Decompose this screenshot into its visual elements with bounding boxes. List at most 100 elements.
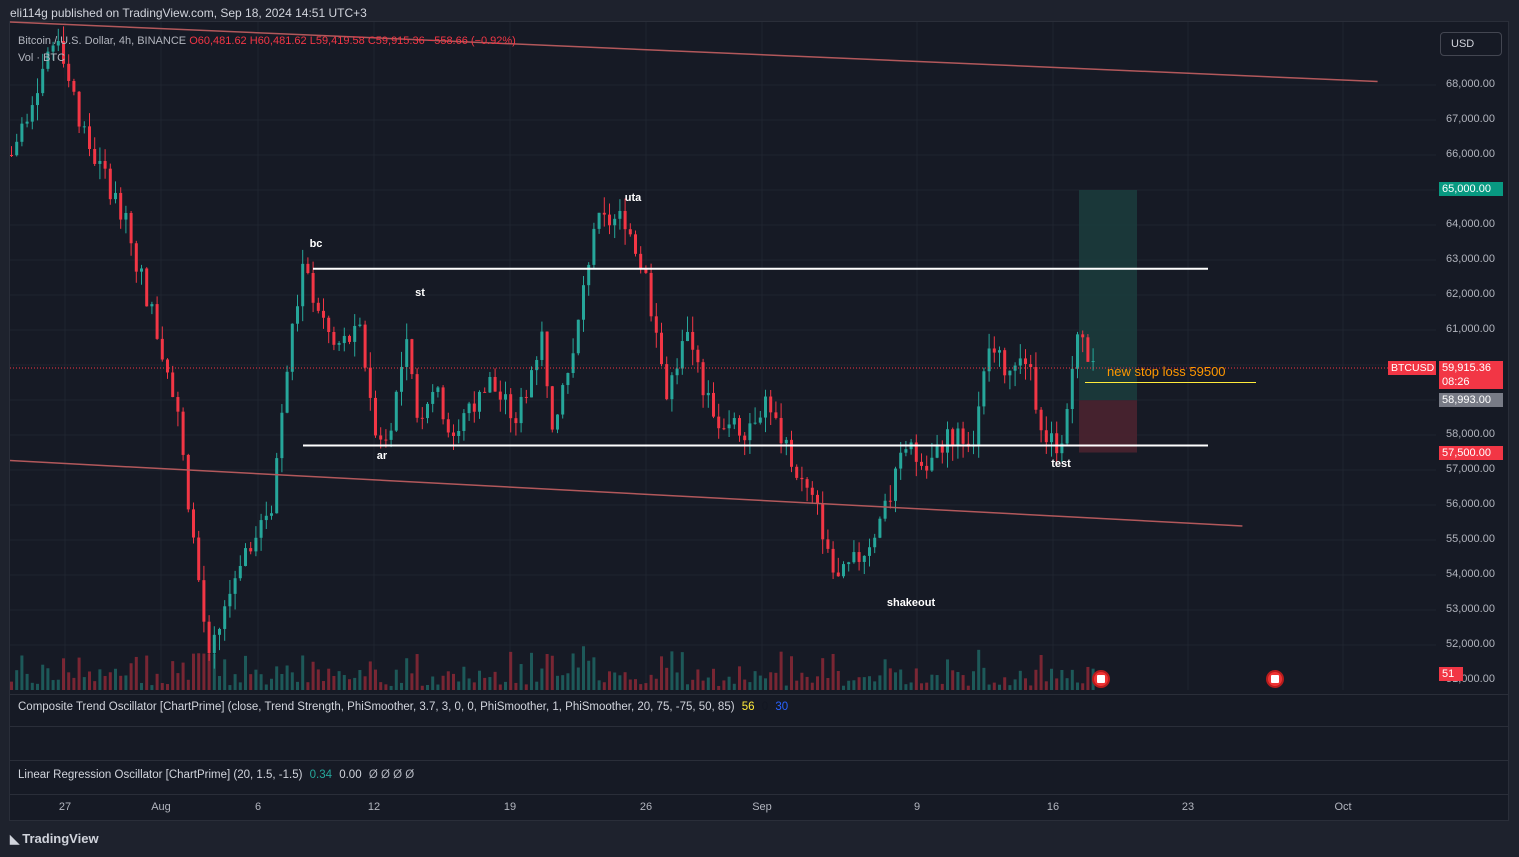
candle-body [592, 228, 596, 265]
price-axis-label: 55,000.00 [1446, 533, 1495, 545]
candle-body [493, 376, 497, 392]
publish-info: eli114g published on TradingView.com, Se… [10, 6, 367, 20]
volume-bar [290, 672, 294, 690]
volume-bar [223, 659, 227, 690]
candle-body [467, 403, 471, 414]
candle-body [316, 302, 320, 311]
linreg-value-1: 0.34 [309, 769, 333, 781]
volume-bar [909, 682, 913, 690]
candle-body [764, 396, 767, 418]
volume-bar [108, 672, 112, 690]
annotation-st[interactable]: st [415, 287, 425, 299]
candle-body [810, 487, 814, 495]
volume-bar [202, 653, 206, 690]
candle-body [550, 386, 554, 430]
candle-body [1044, 430, 1048, 443]
legend-high: H60,481.62 [249, 35, 307, 47]
legend-close: C59,915.36 [367, 35, 425, 47]
countdown-tag: 08:26 [1439, 375, 1503, 389]
candle-body [706, 392, 710, 396]
us-flag-event-icon[interactable] [1266, 670, 1284, 688]
candle-body [10, 155, 13, 156]
annotation-uta[interactable]: uta [624, 192, 642, 204]
volume-bar [618, 675, 622, 690]
candle-body [868, 547, 871, 556]
volume-bar [155, 673, 159, 690]
candle-body [394, 391, 398, 431]
volume-bar [259, 674, 263, 690]
us-flag-event-icon[interactable] [1092, 670, 1110, 688]
annotation-shakeout[interactable]: shakeout [886, 597, 936, 609]
candle-body [1008, 370, 1012, 376]
candle-body [25, 121, 29, 124]
candle-body [982, 371, 986, 407]
candle-body [1029, 364, 1033, 368]
candle-body [452, 432, 455, 436]
candle-body [665, 364, 669, 400]
volume-bar [587, 660, 591, 690]
volume-bar [556, 675, 559, 690]
pane-separator[interactable] [10, 726, 1508, 727]
candle-body [202, 580, 206, 622]
volume-bar [212, 653, 216, 690]
annotation-test[interactable]: test [1051, 458, 1071, 470]
volume-bar [956, 671, 960, 690]
volume-bar [426, 684, 429, 690]
volume-bar [452, 673, 455, 690]
candle-body [1086, 337, 1090, 362]
volume-bar [998, 684, 1001, 690]
volume-bar [488, 677, 492, 690]
volume-bar [1003, 677, 1007, 690]
volume-bar [420, 685, 424, 690]
volume-bar [166, 684, 169, 690]
volume-bar [613, 672, 617, 690]
volume-bar [722, 680, 726, 690]
volume-bar [306, 682, 310, 690]
candle-body [285, 371, 289, 413]
annotation-bc[interactable]: bc [309, 238, 323, 250]
candle-body [176, 397, 180, 412]
candle-body [415, 374, 419, 418]
candle-body [545, 331, 549, 387]
volume-bar [41, 664, 45, 690]
volume-bar [842, 685, 845, 690]
candle-body [535, 359, 539, 371]
time-axis-label: 19 [503, 801, 517, 813]
volume-bar [779, 651, 783, 690]
volume-bar [706, 677, 710, 690]
candle-body [405, 339, 409, 367]
volume-bar [285, 665, 289, 690]
pane-separator[interactable] [10, 760, 1508, 761]
stop-loss-note[interactable]: new stop loss 59500 [1107, 364, 1226, 379]
volume-bar [1055, 678, 1059, 690]
volume-bar [15, 670, 19, 690]
volume-bar [1065, 678, 1069, 690]
volume-bar [836, 671, 840, 690]
volume-bar [1060, 669, 1064, 690]
candle-body [431, 391, 435, 404]
currency-button[interactable]: USD [1440, 32, 1502, 56]
volume-bar [493, 671, 497, 690]
volume-bar [712, 668, 715, 690]
annotation-ar[interactable]: ar [376, 450, 388, 462]
candle-body [712, 392, 715, 417]
volume-bar [311, 661, 315, 690]
candle-body [935, 444, 939, 458]
composite-value-2: 0 [761, 701, 769, 713]
volume-bar [831, 653, 835, 690]
volume-bar [436, 684, 440, 690]
candle-body [436, 387, 440, 392]
volume-bar [951, 670, 955, 690]
candle-body [238, 565, 242, 579]
pane-separator[interactable] [10, 694, 1508, 695]
volume-bar [478, 670, 481, 690]
tradingview-logo[interactable]: ◣ TradingView [10, 831, 99, 846]
candle-body [166, 359, 169, 373]
volume-bar [46, 668, 50, 690]
candle-body [784, 439, 788, 444]
candle-body [654, 316, 658, 333]
volume-bar [1024, 678, 1027, 690]
candle-body [680, 341, 684, 369]
volume-bar [727, 676, 731, 690]
